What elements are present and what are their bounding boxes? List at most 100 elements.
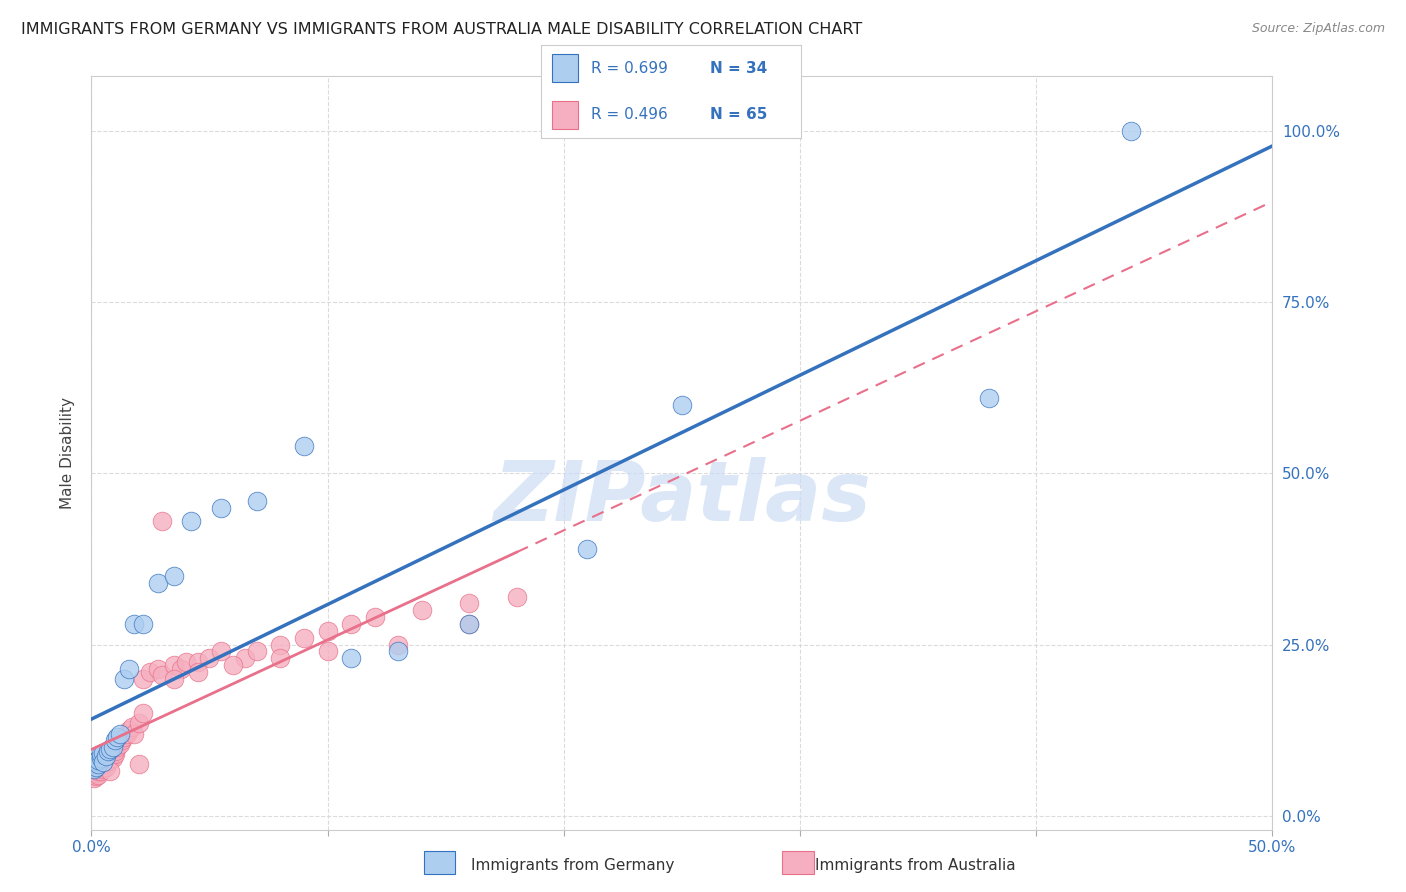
- Point: [163, 569, 186, 583]
- Point: [83, 764, 105, 779]
- Text: Source: ZipAtlas.com: Source: ZipAtlas.com: [1251, 22, 1385, 36]
- Point: [233, 651, 256, 665]
- Point: [98, 753, 121, 767]
- Point: [97, 744, 120, 758]
- Point: [83, 768, 105, 782]
- Point: [187, 655, 209, 669]
- Point: [387, 644, 409, 658]
- Point: [104, 744, 127, 758]
- Point: [97, 754, 120, 768]
- Bar: [551, 101, 578, 129]
- Point: [91, 754, 114, 768]
- Point: [163, 658, 186, 673]
- Point: [101, 750, 124, 764]
- Text: R = 0.699: R = 0.699: [591, 61, 668, 76]
- Point: [209, 500, 232, 515]
- Point: [122, 726, 145, 740]
- Point: [269, 651, 291, 665]
- Y-axis label: Male Disability: Male Disability: [60, 397, 76, 508]
- Point: [84, 762, 107, 776]
- Point: [292, 631, 315, 645]
- Point: [84, 766, 107, 780]
- Point: [292, 439, 315, 453]
- Point: [105, 730, 128, 744]
- Point: [128, 757, 150, 772]
- Point: [98, 741, 121, 756]
- Point: [146, 575, 169, 590]
- Point: [576, 541, 599, 556]
- Point: [91, 756, 114, 770]
- Point: [118, 723, 141, 738]
- Point: [316, 624, 339, 638]
- Point: [87, 768, 110, 782]
- Point: [97, 750, 120, 764]
- Text: Immigrants from Australia: Immigrants from Australia: [815, 858, 1017, 872]
- Bar: [551, 54, 578, 82]
- Text: Immigrants from Germany: Immigrants from Germany: [471, 858, 675, 872]
- Point: [174, 655, 197, 669]
- Point: [87, 753, 110, 767]
- Point: [101, 746, 124, 760]
- Point: [122, 617, 145, 632]
- Point: [83, 757, 105, 772]
- Bar: [423, 851, 456, 874]
- Bar: [782, 851, 814, 874]
- Point: [411, 603, 433, 617]
- Point: [146, 661, 169, 675]
- Point: [458, 596, 481, 610]
- Point: [246, 644, 269, 658]
- Text: R = 0.496: R = 0.496: [591, 107, 668, 122]
- Point: [90, 764, 112, 779]
- Point: [94, 748, 117, 763]
- Point: [121, 720, 143, 734]
- Point: [83, 762, 105, 776]
- Point: [187, 665, 209, 679]
- Text: ZIPatlas: ZIPatlas: [494, 458, 870, 539]
- Point: [115, 726, 138, 740]
- Point: [91, 762, 114, 776]
- Point: [977, 391, 1000, 405]
- Point: [87, 759, 110, 773]
- Point: [83, 771, 105, 785]
- Point: [87, 764, 110, 779]
- Point: [114, 672, 136, 686]
- Point: [98, 748, 121, 763]
- Point: [111, 733, 134, 747]
- Point: [246, 493, 269, 508]
- Point: [364, 610, 387, 624]
- Point: [94, 756, 117, 770]
- Point: [87, 756, 110, 771]
- Point: [132, 672, 155, 686]
- Point: [671, 398, 693, 412]
- Point: [170, 661, 193, 675]
- Point: [90, 750, 112, 764]
- Point: [387, 638, 409, 652]
- Point: [90, 757, 112, 772]
- Point: [163, 672, 186, 686]
- Point: [458, 617, 481, 632]
- Point: [139, 665, 162, 679]
- Point: [340, 617, 363, 632]
- Point: [209, 644, 232, 658]
- Text: IMMIGRANTS FROM GERMANY VS IMMIGRANTS FROM AUSTRALIA MALE DISABILITY CORRELATION: IMMIGRANTS FROM GERMANY VS IMMIGRANTS FR…: [21, 22, 862, 37]
- Point: [340, 651, 363, 665]
- Point: [128, 716, 150, 731]
- Text: N = 34: N = 34: [710, 61, 768, 76]
- Point: [84, 754, 107, 768]
- Point: [90, 747, 112, 761]
- Point: [180, 514, 202, 528]
- Point: [98, 764, 121, 779]
- Point: [150, 514, 173, 528]
- Point: [104, 747, 127, 761]
- Point: [198, 651, 221, 665]
- Point: [91, 757, 114, 772]
- Point: [114, 730, 136, 744]
- Point: [150, 668, 173, 682]
- Point: [104, 733, 127, 747]
- Point: [118, 661, 141, 675]
- Point: [269, 638, 291, 652]
- Point: [108, 726, 131, 740]
- Point: [90, 761, 112, 775]
- Point: [84, 759, 107, 773]
- Point: [108, 737, 131, 751]
